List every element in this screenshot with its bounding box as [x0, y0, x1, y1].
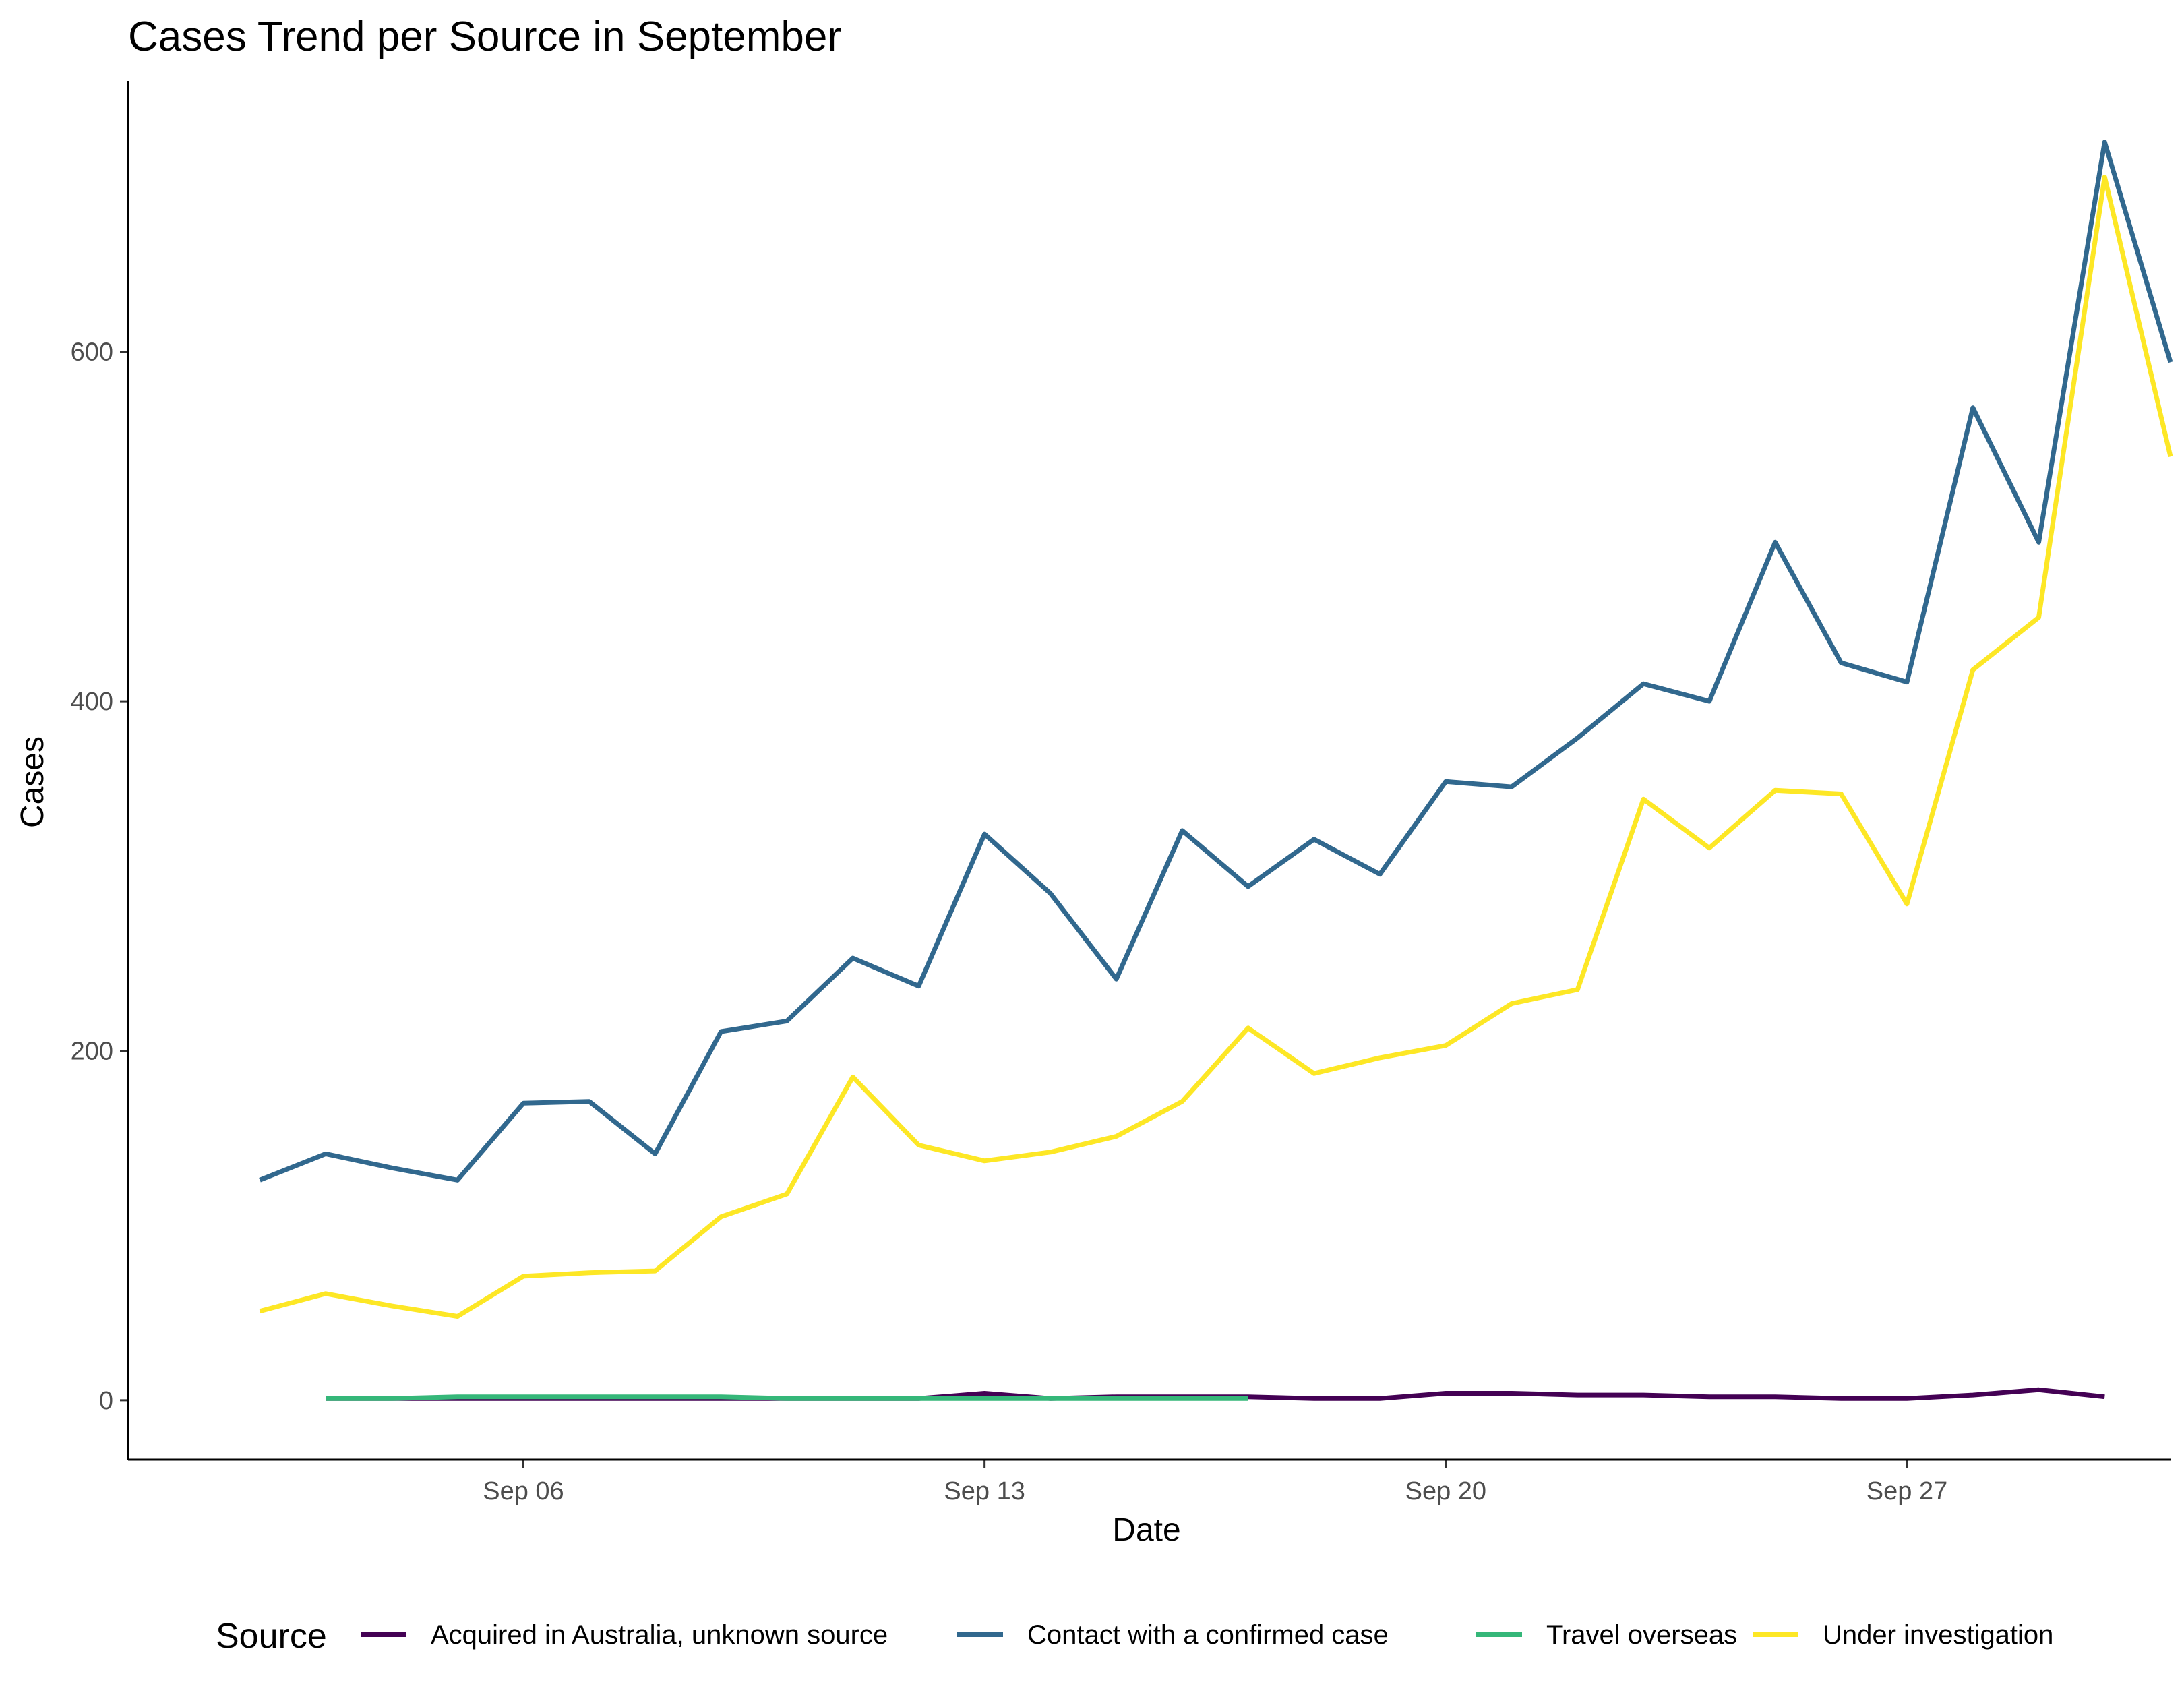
y-tick-label: 0 [99, 1387, 113, 1415]
legend-label-acquired-in-australia-unknown-source: Acquired in Australia, unknown source [431, 1620, 888, 1650]
x-tick-label: Sep 06 [483, 1477, 564, 1506]
y-tick-label: 600 [71, 338, 113, 367]
legend-title: Source [216, 1617, 327, 1656]
legend-label-travel-overseas: Travel overseas [1546, 1620, 1737, 1650]
series-line-travel-overseas [326, 1394, 1248, 1401]
y-axis-ticks: 0 200 400 600 [71, 338, 128, 1415]
y-tick-label: 200 [71, 1037, 113, 1065]
y-axis-title: Cases [15, 736, 51, 828]
legend-items: Acquired in Australia, unknown source Con… [361, 1620, 2053, 1650]
x-tick-label: Sep 27 [1867, 1477, 1947, 1506]
x-tick-label: Sep 20 [1405, 1477, 1486, 1506]
x-axis-ticks: Sep 06 Sep 13 Sep 20 Sep 27 [483, 1460, 1947, 1506]
legend-label-contact-with-a-confirmed-case: Contact with a confirmed case [1027, 1620, 1389, 1650]
legend-label-under-investigation: Under investigation [1823, 1620, 2053, 1650]
chart-title: Cases Trend per Source in September [128, 13, 841, 60]
series-lines [259, 140, 2173, 1401]
x-tick-label: Sep 13 [944, 1477, 1025, 1506]
legend: Source Acquired in Australia, unknown so… [216, 1617, 2053, 1656]
series-line-under-investigation [259, 175, 2173, 1319]
y-tick-label: 400 [71, 688, 113, 716]
series-line-contact-with-a-confirmed-case [259, 140, 2173, 1183]
x-axis-title: Date [1112, 1512, 1180, 1548]
